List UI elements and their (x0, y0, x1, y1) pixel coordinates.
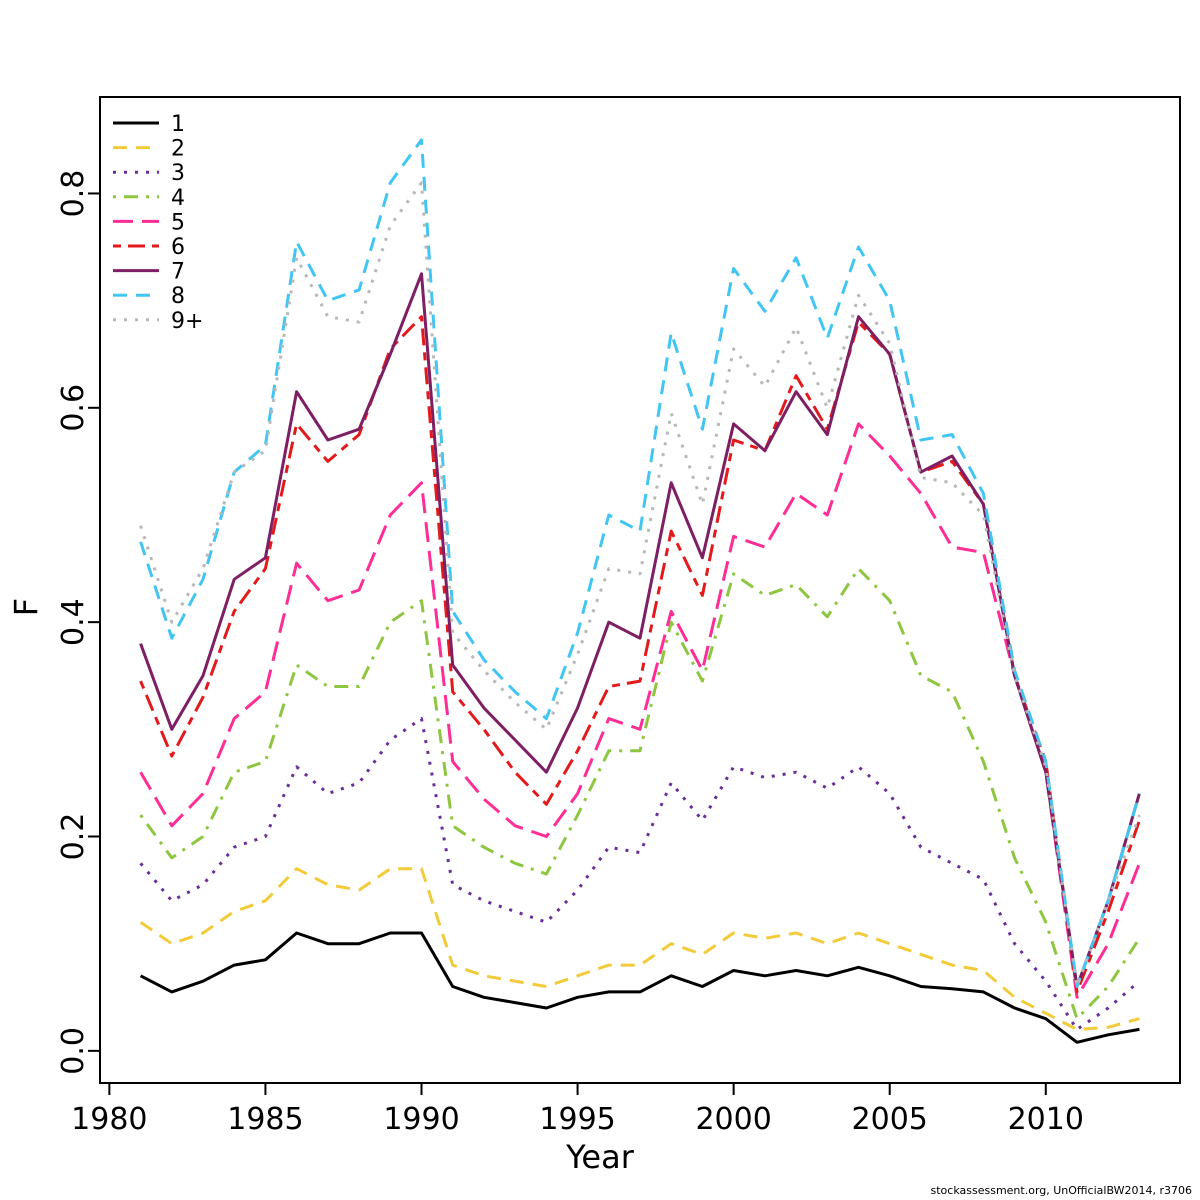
series-line-4 (139, 567, 1141, 1021)
y-tick-label: 0.0 (56, 1027, 91, 1075)
legend-label-9+: 9+ (171, 309, 203, 334)
plot-box (99, 96, 1181, 1084)
x-tick-label: 2000 (695, 1102, 771, 1137)
series-line-8 (139, 138, 1141, 988)
y-axis-title: F (7, 597, 45, 617)
x-tick-label: 1980 (71, 1102, 147, 1137)
series-line-9+ (139, 181, 1141, 988)
legend-label-5: 5 (171, 210, 185, 235)
x-axis-title: Year (566, 1138, 634, 1176)
y-tick-label: 0.4 (56, 598, 91, 646)
series-line-6 (139, 315, 1141, 994)
y-tick-label: 0.6 (56, 384, 91, 432)
series-line-5 (139, 422, 1141, 999)
legend-label-4: 4 (171, 186, 185, 211)
x-tick-label: 2010 (1008, 1102, 1084, 1137)
y-tick-label: 0.2 (56, 813, 91, 861)
x-tick-label: 1990 (383, 1102, 459, 1137)
legend-label-8: 8 (171, 284, 185, 309)
y-tick-label: 0.8 (56, 170, 91, 218)
series-line-1 (139, 931, 1140, 1044)
legend-label-2: 2 (171, 137, 185, 162)
series-line-3 (139, 717, 1141, 1031)
x-tick-label: 1995 (539, 1102, 615, 1137)
legend-label-6: 6 (171, 235, 185, 260)
series-line-7 (139, 272, 1141, 988)
series-line-2 (139, 867, 1140, 1031)
legend-label-3: 3 (171, 161, 185, 186)
x-tick-label: 1985 (227, 1102, 303, 1137)
source-attribution: stockassessment.org, UnOfficialBW2014, r… (930, 1184, 1192, 1197)
legend-label-7: 7 (171, 260, 185, 285)
x-tick-label: 2005 (852, 1102, 928, 1137)
legend-label-1: 1 (171, 112, 185, 137)
